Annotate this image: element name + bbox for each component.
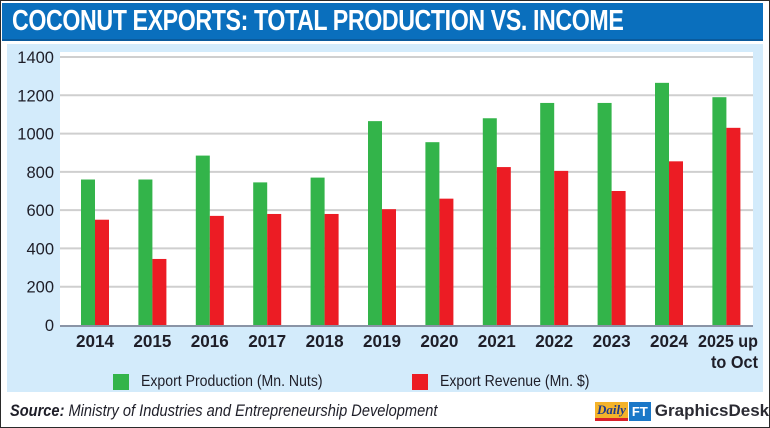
y-tick-label: 0 [45, 317, 54, 335]
bar-revenue [611, 191, 626, 325]
bar-production [253, 182, 268, 325]
bar-revenue [324, 213, 339, 325]
y-tick-label: 1400 [17, 49, 54, 67]
bar-revenue [152, 258, 167, 325]
legend-label-revenue: Export Revenue (Mn. $) [440, 373, 590, 390]
x-tick-label: 2014 [76, 331, 114, 351]
bar-production [482, 118, 497, 325]
legend-item-revenue: Export Revenue (Mn. $) [412, 372, 610, 392]
legend-label-production: Export Production (Mn. Nuts) [141, 373, 323, 390]
x-tick-label: 2021 [478, 331, 516, 351]
logo-daily: Daily [595, 401, 628, 421]
y-axis-ticks: 0 200 400 600 800 1000 1200 1400 [17, 49, 54, 335]
plot-area [60, 52, 753, 326]
bar-revenue [209, 215, 224, 325]
logo-ft: FT [628, 401, 651, 421]
source-label: Source: [10, 401, 65, 420]
bar-production [310, 177, 325, 325]
bar-production [540, 102, 555, 325]
x-tick-label: 2025 up to Oct [698, 331, 758, 372]
x-tick-label: 2017 [248, 331, 286, 351]
legend-item-production: Export Production (Mn. Nuts) [113, 372, 347, 392]
source-note: Source: Ministry of Industries and Entre… [10, 401, 437, 421]
chart-title: COCONUT EXPORTS: TOTAL PRODUCTION VS. IN… [12, 5, 624, 37]
x-tick-label: 2015 [133, 331, 171, 351]
footer: Source: Ministry of Industries and Entre… [2, 397, 769, 425]
bar-revenue [439, 198, 454, 325]
legend-swatch-revenue [412, 374, 428, 390]
bar-production [138, 179, 153, 325]
legend-swatch-production [113, 374, 129, 390]
x-tick-label: 2018 [306, 331, 344, 351]
gridlines [60, 56, 753, 288]
bar-revenue [95, 219, 109, 325]
graphicsdesk-logo: Daily FT GraphicsDesk [595, 401, 769, 421]
bar-production [655, 82, 669, 325]
bar-production [368, 121, 382, 325]
x-tick-label: 2024 [650, 331, 688, 351]
bars [81, 82, 741, 325]
y-tick-label: 200 [26, 279, 54, 297]
logo-graphicsdesk: GraphicsDesk [654, 401, 770, 420]
y-tick-label: 400 [26, 240, 54, 258]
bar-revenue [726, 127, 741, 325]
bar-revenue [554, 170, 569, 325]
bar-revenue [267, 213, 282, 325]
bar-production [195, 155, 210, 325]
header-banner: COCONUT EXPORTS: TOTAL PRODUCTION VS. IN… [2, 3, 763, 41]
x-tick-label: 2016 [191, 331, 229, 351]
source-text: Ministry of Industries and Entrepreneurs… [64, 401, 438, 420]
bar-revenue [669, 161, 683, 325]
bar-production [81, 179, 95, 325]
bar-production [712, 97, 727, 325]
bar-revenue [496, 167, 511, 325]
y-tick-label: 600 [26, 202, 54, 220]
y-tick-label: 1000 [17, 126, 54, 144]
y-tick-label: 800 [26, 164, 54, 182]
x-tick-label: 2022 [535, 331, 573, 351]
x-axis-ticks: 2014 2015 2016 2017 2018 2019 2020 2021 2022 2023… [76, 331, 758, 372]
bar-revenue [382, 209, 396, 325]
x-tick-label: 2023 [593, 331, 631, 351]
x-tick-label: 2019 [363, 331, 401, 351]
x-tick-label: 2020 [420, 331, 458, 351]
bar-production [597, 102, 612, 325]
bar-production [425, 142, 440, 325]
y-tick-label: 1200 [17, 87, 54, 105]
